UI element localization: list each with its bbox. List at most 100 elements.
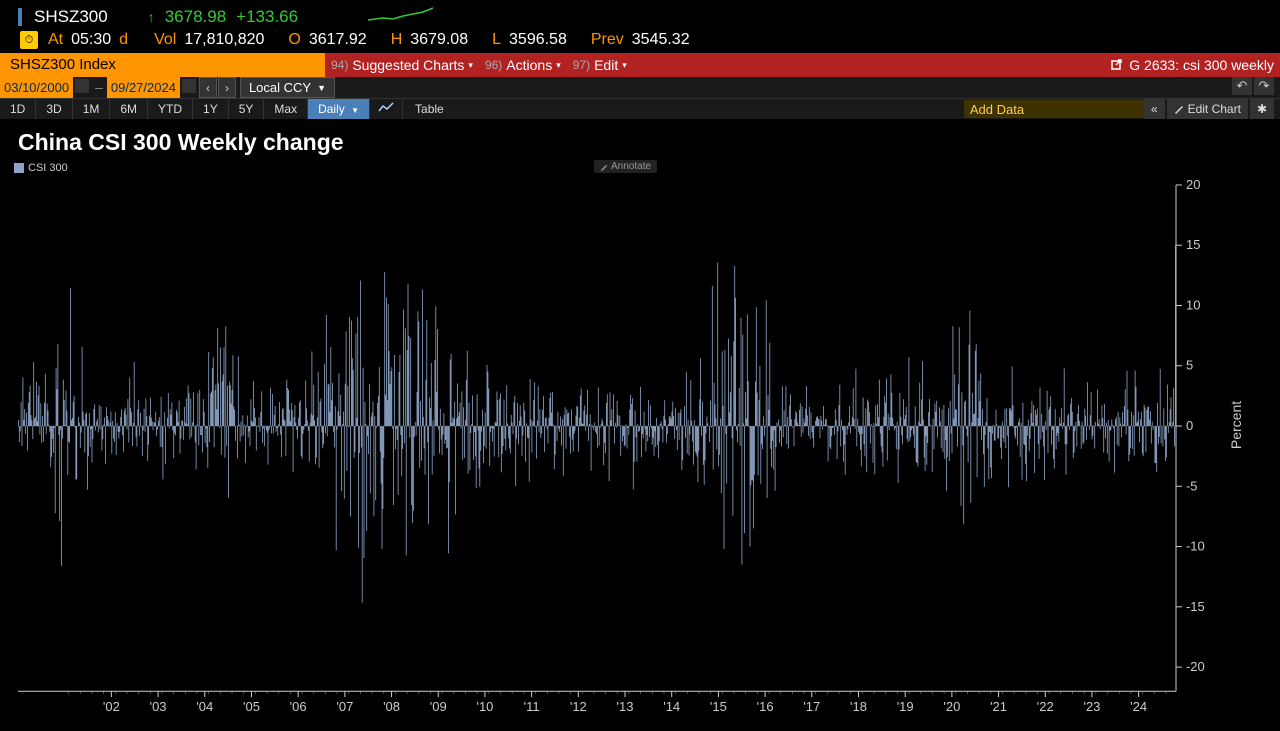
svg-text:'23: '23 [1083,699,1100,714]
svg-text:'19: '19 [897,699,914,714]
svg-text:'10: '10 [476,699,493,714]
ticker-glyph [18,8,22,26]
quote-row: ⏱ At 05:30 d Vol 17,810,820 O 3617.92 H … [0,29,1280,53]
y-axis-label: Percent [1228,401,1244,449]
menu-item[interactable]: 94) Suggested Charts ▾ [331,57,473,73]
period-button-ytd[interactable]: YTD [148,99,193,119]
index-label[interactable]: SHSZ300 Index [0,53,325,77]
quote-open: 3617.92 [309,31,367,49]
calendar-icon[interactable] [182,79,196,93]
svg-text:0: 0 [1186,418,1193,433]
svg-text:15: 15 [1186,237,1200,252]
annotate-label: Annotate [611,161,651,172]
svg-text:5: 5 [1186,358,1193,373]
legend-swatch [14,163,24,173]
calendar-icon[interactable] [75,79,89,93]
svg-text:'15: '15 [710,699,727,714]
popout-icon[interactable] [1109,58,1123,72]
date-start[interactable]: 03/10/2000 [0,77,73,98]
chart-type-button[interactable] [370,99,403,119]
d-label: d [119,31,128,49]
legend-text: CSI 300 [28,162,68,174]
svg-text:'17: '17 [803,699,820,714]
svg-text:'24: '24 [1130,699,1147,714]
period-button-1m[interactable]: 1M [73,99,111,119]
date-end[interactable]: 09/27/2024 [107,77,180,98]
o-label: O [288,31,300,49]
ticker-change: +133.66 [236,7,298,27]
svg-text:'04: '04 [196,699,213,714]
svg-text:'13: '13 [617,699,634,714]
svg-text:'03: '03 [150,699,167,714]
period-button-max[interactable]: Max [264,99,308,119]
svg-text:-10: -10 [1186,539,1205,554]
svg-text:'09: '09 [430,699,447,714]
legend-row: CSI 300 Annotate [14,162,1266,174]
period-button-1d[interactable]: 1D [0,99,36,119]
up-arrow-icon: ↑ [148,9,155,25]
periods-row: 1D3D1M6MYTD1Y5YMax Daily ▼ Table Add Dat… [0,98,1280,119]
interval-select[interactable]: Daily ▼ [308,99,370,119]
svg-text:-5: -5 [1186,478,1198,493]
at-label: At [48,31,63,49]
interval-label: Daily [318,102,345,116]
svg-text:'05: '05 [243,699,260,714]
vol-label: Vol [154,31,176,49]
settings-button[interactable]: ✱ [1250,99,1274,119]
period-button-1y[interactable]: 1Y [193,99,229,119]
ticker-symbol: SHSZ300 [34,7,108,27]
quote-time: 05:30 [71,31,111,49]
period-button-6m[interactable]: 6M [110,99,148,119]
svg-text:'12: '12 [570,699,587,714]
menu-item[interactable]: 97) Edit ▾ [573,57,627,73]
h-label: H [391,31,403,49]
ticker-price: 3678.98 [165,7,226,27]
edit-chart-label: Edit Chart [1188,102,1241,116]
bar-chart[interactable]: 20151050-5-10-15-20'02'03'04'05'06'07'08… [14,179,1220,719]
svg-text:20: 20 [1186,179,1200,192]
svg-text:'20: '20 [943,699,960,714]
alert-icon[interactable]: ⏱ [20,31,38,49]
red-toolbar: 94) Suggested Charts ▾ 96) Actions ▾ 97) E… [325,53,1280,77]
currency-select[interactable]: Local CCY ▼ [240,77,335,98]
l-label: L [492,31,501,49]
svg-text:'21: '21 [990,699,1007,714]
menu-item[interactable]: 96) Actions ▾ [485,57,561,73]
svg-text:'18: '18 [850,699,867,714]
collapse-button[interactable]: « [1144,99,1165,119]
chevron-down-icon: ▼ [351,106,359,115]
svg-text:'07: '07 [336,699,353,714]
prev-label: Prev [591,31,624,49]
chart-title: China CSI 300 Weekly change [18,129,1266,156]
svg-text:'14: '14 [663,699,680,714]
svg-text:'22: '22 [1037,699,1054,714]
chevron-down-icon: ▼ [317,83,326,93]
quote-prev: 3545.32 [632,31,690,49]
date-sep: – [91,77,107,98]
next-button[interactable]: › [218,77,236,98]
ticker-row: SHSZ300 ↑ 3678.98 +133.66 [0,0,1280,29]
svg-text:'08: '08 [383,699,400,714]
svg-text:'06: '06 [290,699,307,714]
redo-button[interactable]: ↷ [1254,77,1274,95]
date-row: 03/10/2000 – 09/27/2024 ‹ › Local CCY ▼ … [0,77,1280,98]
quote-high: 3679.08 [410,31,468,49]
svg-text:'16: '16 [757,699,774,714]
period-button-5y[interactable]: 5Y [229,99,265,119]
svg-text:'02: '02 [103,699,120,714]
edit-chart-button[interactable]: Edit Chart [1167,99,1248,119]
period-button-3d[interactable]: 3D [36,99,72,119]
undo-button[interactable]: ↶ [1232,77,1252,95]
saved-chart-label[interactable]: G 2633: csi 300 weekly [1129,57,1274,73]
currency-label: Local CCY [249,80,311,95]
quote-vol: 17,810,820 [184,31,264,49]
index-bar: SHSZ300 Index 94) Suggested Charts ▾ 96) … [0,53,1280,77]
prev-button[interactable]: ‹ [199,77,217,98]
svg-text:10: 10 [1186,298,1200,313]
quote-low: 3596.58 [509,31,567,49]
plot-area[interactable]: 20151050-5-10-15-20'02'03'04'05'06'07'08… [14,179,1220,719]
table-button[interactable]: Table [403,99,456,119]
annotate-button[interactable]: Annotate [594,160,657,173]
add-data-input[interactable]: Add Data [964,100,1144,118]
sparkline-icon [368,6,438,27]
